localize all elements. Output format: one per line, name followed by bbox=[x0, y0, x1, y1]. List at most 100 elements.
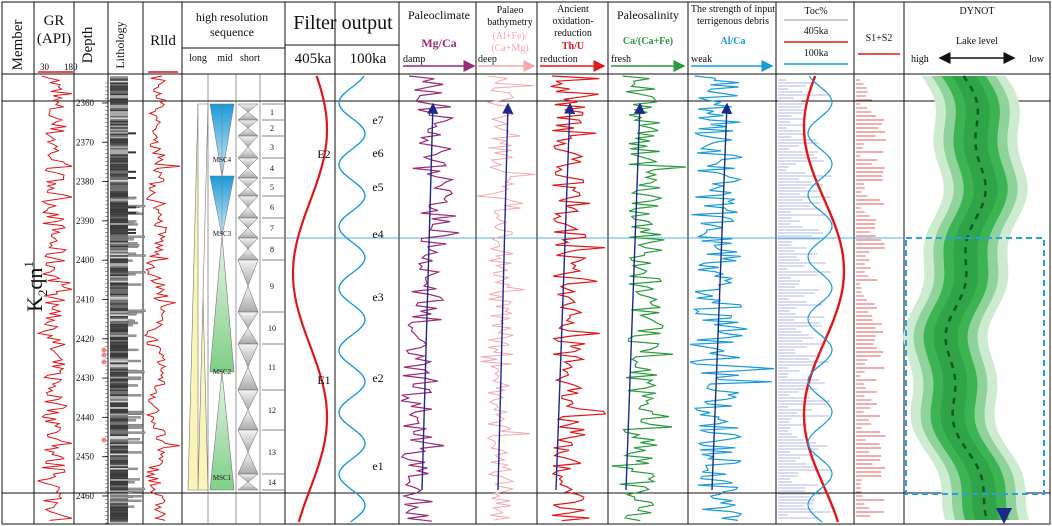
lithology-layer bbox=[110, 268, 128, 270]
lithology-layer bbox=[110, 416, 128, 419]
lithology-layer bbox=[110, 252, 128, 254]
lithology-bar bbox=[127, 321, 138, 325]
lithology-layer bbox=[110, 506, 128, 509]
lithology-column bbox=[101, 76, 146, 523]
lithology-layer bbox=[110, 205, 128, 208]
lithology-layer bbox=[110, 88, 128, 91]
lithology-layer bbox=[110, 405, 128, 408]
member-header: Member bbox=[10, 20, 26, 71]
bathymetry-header-1: Palaeo bbox=[497, 5, 524, 16]
lithology-layer bbox=[110, 258, 128, 261]
toc-bars bbox=[778, 79, 832, 519]
short-cycle-lower bbox=[237, 248, 259, 261]
cycle-number: 12 bbox=[268, 406, 276, 415]
lithology-layer bbox=[110, 476, 128, 478]
gr-header: GR bbox=[44, 13, 65, 29]
lithology-layer bbox=[110, 410, 128, 413]
lithology-bar bbox=[127, 359, 141, 363]
short-cycle-upper bbox=[237, 237, 259, 250]
lithology-bar bbox=[127, 272, 135, 276]
lithology-layer bbox=[110, 287, 128, 289]
lithology-layer bbox=[110, 173, 128, 176]
lithology-bar bbox=[127, 423, 143, 427]
lithology-layer bbox=[110, 168, 128, 171]
lithology-layer bbox=[110, 112, 128, 115]
lithology-layer bbox=[110, 183, 128, 185]
lithology-bar bbox=[127, 197, 136, 200]
depth-tick-label: 2390 bbox=[76, 216, 95, 226]
lithology-layer bbox=[110, 456, 128, 459]
lithology-layer bbox=[110, 269, 128, 272]
depth-tick-label: 2380 bbox=[76, 177, 95, 187]
lithology-layer bbox=[110, 460, 128, 462]
lithology-bar bbox=[127, 384, 138, 387]
lithology-layer bbox=[110, 368, 128, 371]
header-row: Member GR (API) 30 180 Depth Lithology R… bbox=[10, 4, 1045, 72]
lithology-layer bbox=[110, 218, 128, 221]
lithology-layer bbox=[110, 264, 128, 267]
lithology-layer bbox=[110, 517, 128, 520]
lithology-layer bbox=[110, 322, 128, 325]
lithology-layer bbox=[110, 253, 128, 256]
lithology-bar bbox=[127, 241, 138, 245]
lithology-layer bbox=[110, 180, 128, 182]
lithology-layer bbox=[110, 324, 128, 326]
lithology-layer bbox=[110, 509, 128, 512]
trend-arrow bbox=[421, 102, 439, 491]
lithology-layer bbox=[110, 284, 128, 286]
msc-label: MSC1 bbox=[213, 474, 232, 482]
lithology-layer bbox=[110, 274, 128, 277]
lithology-layer bbox=[110, 434, 128, 437]
lithology-marker bbox=[101, 352, 107, 358]
lithology-layer bbox=[110, 364, 128, 366]
lithology-layer bbox=[110, 132, 128, 134]
paleosalinity-header: Paleosalinity bbox=[617, 8, 679, 22]
lithology-bar bbox=[128, 151, 136, 154]
lithology-bar bbox=[128, 206, 136, 209]
lithology-layer bbox=[110, 109, 128, 112]
lithology-layer bbox=[110, 210, 128, 213]
lithology-bar bbox=[127, 220, 137, 223]
hrs-short: short bbox=[240, 53, 260, 64]
lithology-layer bbox=[110, 256, 128, 259]
lithology-layer bbox=[110, 124, 128, 126]
lithology-layer bbox=[110, 90, 128, 93]
cycle-number: 6 bbox=[270, 203, 274, 212]
lithology-bar bbox=[128, 132, 136, 135]
lithology-layer bbox=[110, 220, 128, 222]
short-cycle-upper bbox=[237, 389, 259, 411]
redox-header-3: reduction bbox=[554, 28, 592, 39]
weak-label: weak bbox=[691, 54, 712, 65]
lithology-layer bbox=[110, 240, 128, 243]
lithology-layer bbox=[110, 429, 128, 432]
toc-100ka-curve bbox=[807, 75, 833, 523]
lithology-layer bbox=[110, 437, 128, 440]
lithology-layer bbox=[110, 519, 128, 521]
lithology-layer bbox=[110, 442, 128, 445]
short-cycle-upper bbox=[237, 177, 259, 188]
terrigenous-header-1: The strength of input bbox=[691, 4, 775, 15]
lithology-layer bbox=[110, 327, 128, 329]
short-cycle-upper bbox=[237, 195, 259, 208]
lithology-bar bbox=[127, 505, 135, 508]
short-cycle-upper bbox=[237, 311, 259, 329]
lithology-layer bbox=[110, 466, 128, 469]
lithology-bar bbox=[127, 222, 134, 225]
s1s2-header: S1+S2 bbox=[866, 33, 893, 44]
lithology-layer bbox=[110, 424, 128, 427]
lithology-layer bbox=[110, 261, 128, 264]
lithology-layer bbox=[110, 189, 128, 192]
lithology-bar bbox=[128, 228, 136, 231]
lithology-layer bbox=[110, 282, 128, 285]
depth-tick-label: 2430 bbox=[76, 373, 95, 383]
lithology-layer bbox=[110, 319, 128, 321]
lithology-layer bbox=[110, 378, 128, 381]
short-cycle-lower bbox=[237, 206, 259, 219]
lithology-layer bbox=[110, 389, 128, 392]
lithology-layer bbox=[110, 277, 128, 280]
lithology-layer bbox=[110, 178, 128, 181]
depth-tick-label: 2410 bbox=[76, 295, 95, 305]
lithology-layer bbox=[110, 184, 128, 187]
lithology-layer bbox=[110, 455, 128, 457]
